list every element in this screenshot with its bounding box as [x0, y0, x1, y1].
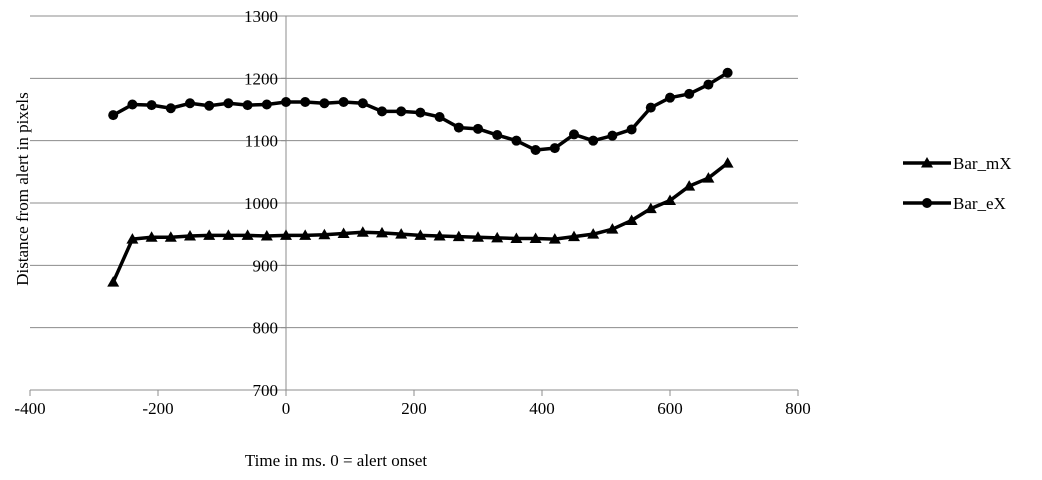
- data-point: [146, 100, 157, 111]
- data-point: [281, 97, 291, 108]
- y-tick-label: 1100: [245, 132, 278, 151]
- y-tick-label: 1000: [244, 194, 278, 213]
- data-point: [472, 231, 484, 242]
- data-point: [568, 230, 580, 242]
- data-point: [684, 88, 695, 99]
- x-tick-label: 200: [401, 399, 427, 418]
- data-point: [319, 98, 330, 109]
- axes: -400 -200 0 200 400 600 800 700 800 900 1000 1100 12…: [13, 7, 811, 470]
- data-point: [126, 233, 139, 244]
- data-point: [108, 110, 119, 121]
- data-point: [722, 67, 733, 78]
- data-point: [241, 229, 254, 240]
- data-point: [510, 232, 523, 244]
- data-point: [164, 231, 177, 242]
- data-point: [260, 230, 273, 241]
- data-point: [223, 98, 234, 109]
- data-point: [357, 98, 368, 109]
- data-point: [415, 107, 426, 118]
- series-bar-mx: [107, 157, 734, 287]
- data-point: [280, 229, 292, 240]
- y-tick-label: 1300: [244, 7, 278, 26]
- data-point: [607, 130, 618, 141]
- series-layer: [107, 67, 734, 287]
- data-point: [203, 229, 216, 240]
- data-point: [318, 228, 331, 240]
- data-point: [300, 97, 311, 108]
- x-tick-label: -400: [14, 399, 45, 418]
- data-point: [396, 106, 407, 117]
- data-point: [165, 103, 176, 114]
- data-point: [587, 228, 600, 239]
- data-point: [434, 111, 445, 122]
- x-tick-label: -200: [142, 399, 173, 418]
- data-point: [453, 122, 464, 133]
- data-point: [184, 230, 196, 241]
- legend-label: Bar_eX: [953, 194, 1006, 213]
- data-point: [645, 102, 656, 113]
- y-tick-label: 700: [253, 381, 279, 400]
- data-point: [549, 143, 560, 154]
- x-tick-label: 800: [785, 399, 811, 418]
- legend-item-bar-mx: Bar_mX: [903, 154, 1012, 173]
- data-point: [376, 226, 388, 238]
- data-point: [511, 135, 522, 146]
- legend-label: Bar_mX: [953, 154, 1012, 173]
- data-point: [703, 79, 714, 90]
- data-point: [145, 231, 158, 242]
- data-point: [338, 97, 349, 108]
- data-point: [683, 180, 696, 191]
- x-tick-label: 400: [529, 399, 555, 418]
- data-point: [588, 135, 599, 146]
- data-point: [626, 124, 637, 135]
- data-point: [702, 172, 715, 183]
- data-point: [204, 100, 215, 111]
- data-point: [606, 223, 619, 234]
- legend-marker: [921, 157, 933, 168]
- data-point: [299, 229, 312, 240]
- y-tick-label: 800: [253, 319, 279, 338]
- data-point: [127, 99, 138, 110]
- data-point: [414, 229, 427, 240]
- data-point: [492, 130, 503, 141]
- data-point: [185, 98, 195, 109]
- legend-item-bar-ex: Bar_eX: [903, 194, 1006, 213]
- x-tick-label: 0: [282, 399, 291, 418]
- x-axis-title: Time in ms. 0 = alert onset: [245, 451, 428, 470]
- x-tick-label: 600: [657, 399, 683, 418]
- data-point: [356, 226, 369, 237]
- legend: Bar_mX Bar_eX: [903, 154, 1012, 213]
- data-point: [377, 106, 387, 117]
- data-point: [242, 100, 253, 111]
- gridlines: [30, 15, 798, 329]
- legend-marker: [922, 198, 932, 208]
- data-point: [395, 228, 408, 239]
- data-point: [473, 123, 483, 134]
- data-point: [625, 214, 638, 225]
- series-bar-ex: [108, 67, 733, 156]
- data-point: [529, 232, 542, 244]
- data-point: [433, 230, 446, 241]
- data-point: [721, 157, 734, 168]
- data-point: [452, 230, 465, 242]
- y-tick-label: 900: [253, 256, 279, 275]
- data-point: [222, 229, 235, 240]
- data-point: [337, 227, 350, 239]
- data-point: [530, 145, 541, 156]
- y-tick-label: 1200: [244, 69, 278, 88]
- data-point: [569, 129, 579, 140]
- data-point: [664, 194, 676, 206]
- data-point: [491, 231, 504, 243]
- data-point: [107, 276, 120, 287]
- data-point: [548, 233, 561, 244]
- data-point: [665, 92, 675, 103]
- y-axis-title: Distance from alert in pixels: [13, 92, 32, 286]
- data-point: [644, 202, 657, 214]
- data-point: [261, 99, 272, 110]
